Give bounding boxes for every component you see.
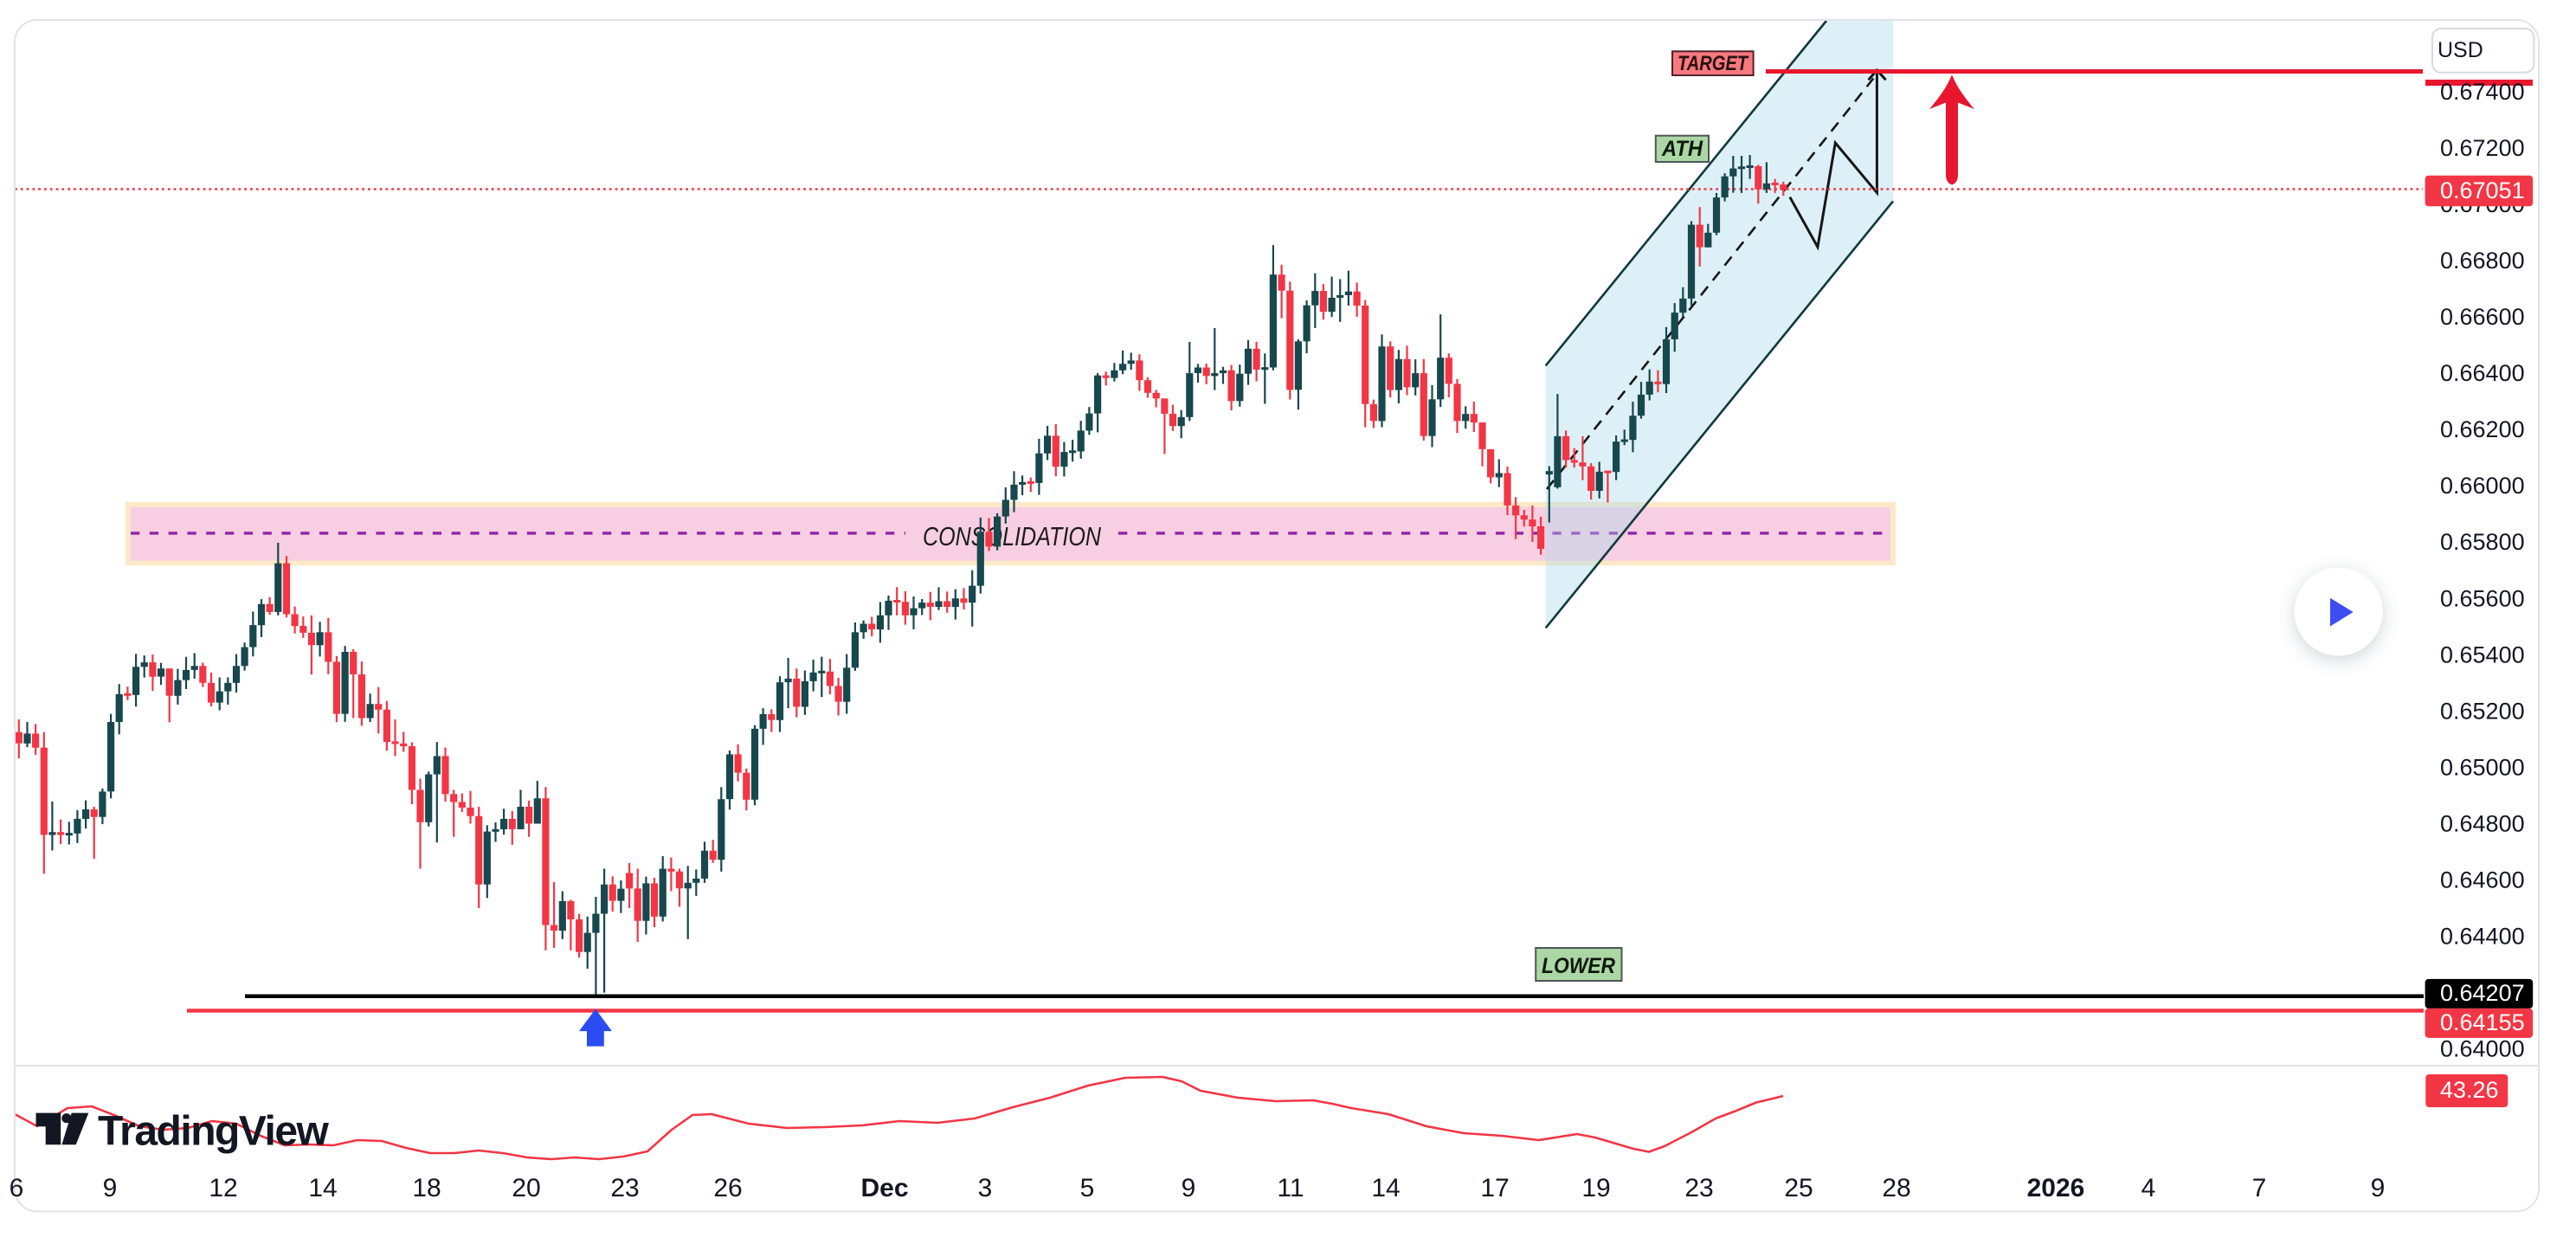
- svg-text:14: 14: [1371, 1174, 1400, 1202]
- svg-text:0.65200: 0.65200: [2440, 698, 2525, 724]
- svg-text:14: 14: [308, 1174, 337, 1202]
- svg-text:0.66400: 0.66400: [2440, 360, 2525, 386]
- svg-text:TARGET: TARGET: [1678, 52, 1749, 75]
- svg-text:4: 4: [2141, 1174, 2156, 1202]
- svg-text:0.65400: 0.65400: [2440, 641, 2525, 667]
- svg-text:0.65000: 0.65000: [2440, 754, 2525, 780]
- svg-text:0.64207: 0.64207: [2440, 980, 2525, 1006]
- svg-text:0.66800: 0.66800: [2440, 248, 2525, 274]
- svg-text:19: 19: [1581, 1174, 1610, 1202]
- svg-text:0.67051: 0.67051: [2440, 177, 2525, 203]
- svg-text:2026: 2026: [2027, 1174, 2085, 1202]
- svg-text:12: 12: [209, 1174, 237, 1202]
- svg-text:5: 5: [1080, 1174, 1095, 1202]
- svg-text:9: 9: [1182, 1174, 1196, 1202]
- svg-text:0.64000: 0.64000: [2440, 1036, 2525, 1062]
- svg-text:0.65600: 0.65600: [2440, 585, 2525, 611]
- svg-text:3: 3: [978, 1174, 993, 1202]
- svg-text:0.66000: 0.66000: [2440, 473, 2525, 499]
- svg-text:9: 9: [2371, 1174, 2386, 1202]
- svg-text:6: 6: [10, 1174, 24, 1202]
- svg-text:0.66200: 0.66200: [2440, 416, 2525, 442]
- svg-text:7: 7: [2252, 1174, 2267, 1202]
- svg-text:43.26: 43.26: [2440, 1077, 2499, 1103]
- svg-text:0.66600: 0.66600: [2440, 304, 2525, 330]
- svg-text:20: 20: [512, 1174, 540, 1202]
- svg-text:0.65800: 0.65800: [2440, 529, 2525, 555]
- svg-text:0.64800: 0.64800: [2440, 811, 2525, 837]
- svg-text:0.67200: 0.67200: [2440, 135, 2525, 161]
- svg-text:LOWER: LOWER: [1542, 954, 1615, 978]
- svg-text:0.64400: 0.64400: [2440, 924, 2525, 950]
- svg-text:25: 25: [1784, 1174, 1813, 1202]
- svg-text:9: 9: [103, 1174, 118, 1202]
- svg-text:28: 28: [1882, 1174, 1910, 1202]
- svg-text:23: 23: [1684, 1174, 1713, 1202]
- svg-text:USD: USD: [2438, 38, 2483, 62]
- svg-text:Dec: Dec: [860, 1174, 908, 1202]
- svg-text:18: 18: [412, 1174, 441, 1202]
- svg-text:0.67400: 0.67400: [2440, 79, 2525, 105]
- svg-text:TradingView: TradingView: [98, 1108, 330, 1154]
- svg-text:11: 11: [1277, 1174, 1304, 1202]
- svg-text:0.64155: 0.64155: [2440, 1009, 2525, 1035]
- svg-text:0.64600: 0.64600: [2440, 867, 2525, 893]
- svg-text:26: 26: [713, 1174, 742, 1202]
- svg-text:23: 23: [610, 1174, 639, 1202]
- svg-text:ATH: ATH: [1661, 137, 1703, 161]
- svg-text:17: 17: [1480, 1174, 1509, 1202]
- svg-text:CONSOLIDATION: CONSOLIDATION: [923, 521, 1101, 551]
